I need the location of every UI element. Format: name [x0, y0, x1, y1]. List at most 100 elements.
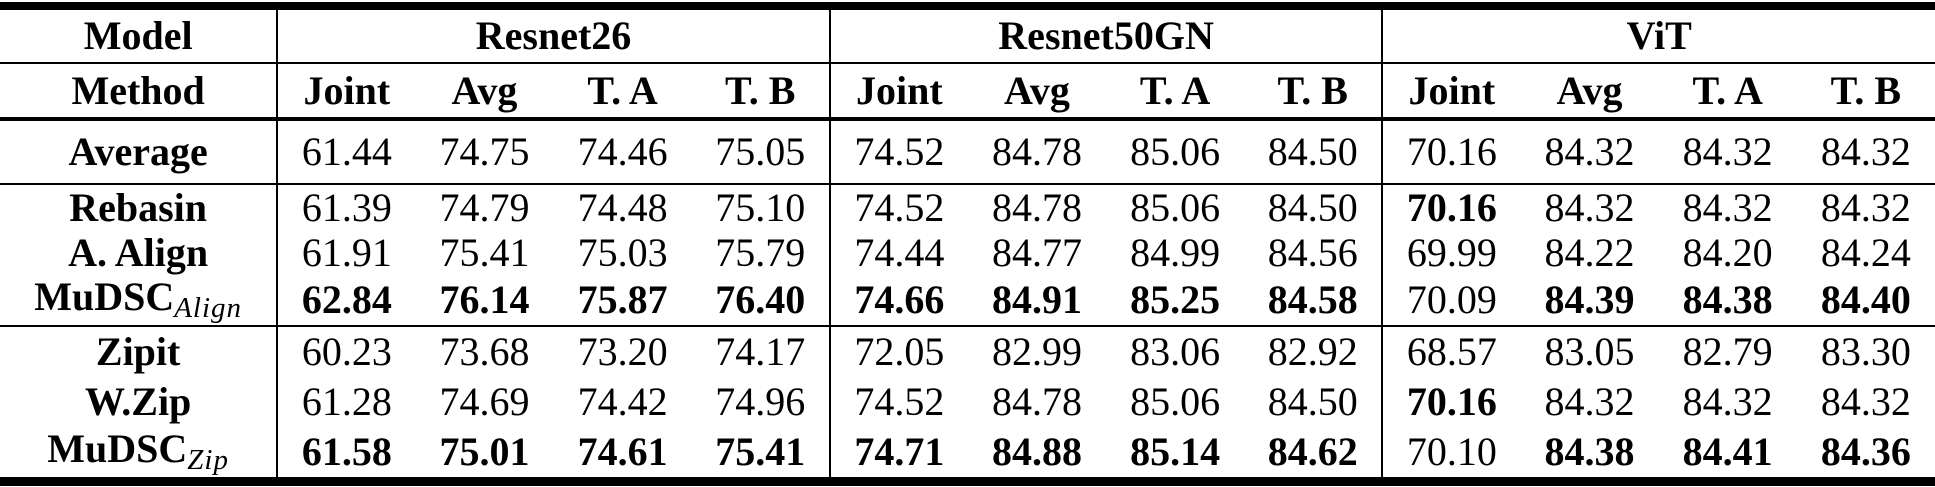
method-label: Zipit: [95, 329, 181, 374]
value-cell: 74.17: [691, 325, 830, 377]
value-cell: 69.99: [1381, 230, 1521, 275]
results-table-body: Average 61.44 74.75 74.46 75.05 74.52 84.78 85.…: [0, 119, 1935, 482]
value-cell: 85.25: [1130, 277, 1221, 322]
value-cell: 84.24: [1820, 229, 1911, 275]
value-cell: 75.87: [577, 277, 668, 322]
value-cell: 72.05: [828, 325, 968, 377]
value-cell: 73.68: [415, 325, 554, 377]
value-cell: 74.48: [553, 183, 692, 230]
value-cell: 61.58: [276, 427, 416, 482]
value-cell: 61.28: [276, 377, 416, 427]
value-cell: 74.52: [828, 377, 968, 427]
value-cell: 74.44: [828, 230, 968, 275]
value-cell: 84.38: [1682, 277, 1773, 322]
value-cell: 68.57: [1381, 325, 1521, 377]
value-cell: 84.32: [1544, 129, 1635, 174]
value-cell: 84.77: [991, 229, 1082, 275]
value-cell: 75.79: [715, 229, 806, 275]
method-cell: A. Align: [0, 230, 277, 275]
value-cell: 85.14: [1130, 429, 1221, 474]
value-cell: 74.52: [828, 183, 968, 230]
table-row: MuDSCAlign 62.84 76.14 75.87 76.40 74.66 84.91…: [0, 275, 1935, 326]
method-label: MuDSC: [34, 274, 175, 319]
value-cell: 82.99: [967, 325, 1107, 377]
value-cell: 74.79: [415, 183, 554, 230]
value-cell: 75.41: [439, 229, 530, 275]
value-cell: 84.32: [1544, 379, 1635, 424]
value-cell: 84.32: [1682, 129, 1773, 174]
model-group-resnet26: Resnet26: [276, 6, 830, 64]
col-header-task-b: T. B: [1796, 63, 1935, 121]
method-cell: W.Zip: [0, 377, 277, 427]
value-cell: 84.32: [1820, 379, 1911, 424]
value-cell: 83.30: [1796, 325, 1935, 377]
value-cell: 84.50: [1267, 129, 1358, 174]
value-cell: 74.96: [715, 379, 806, 424]
method-cell: MuDSCZip: [0, 427, 277, 482]
method-cell: Rebasin: [0, 183, 278, 230]
value-cell: 61.44: [276, 119, 416, 184]
method-cell: Average: [0, 119, 277, 184]
value-cell: 84.62: [1267, 429, 1358, 474]
model-group-vit: ViT: [1381, 6, 1935, 64]
value-cell: 61.91: [276, 230, 416, 275]
value-cell: 83.06: [1106, 325, 1245, 377]
table-row: A. Align 61.91 75.41 75.03 75.79 74.44 84.77 84…: [0, 230, 1935, 275]
value-cell: 84.91: [991, 277, 1082, 322]
value-cell: 74.75: [439, 129, 530, 174]
col-header-joint: Joint: [1381, 63, 1521, 121]
col-header-task-a: T. A: [1658, 63, 1797, 121]
value-cell: 74.66: [828, 275, 968, 326]
table-row: Average 61.44 74.75 74.46 75.05 74.52 84.78 85.…: [0, 119, 1935, 184]
method-label: A. Align: [68, 229, 209, 275]
col-header-joint: Joint: [828, 63, 968, 121]
value-cell: 70.16: [1381, 183, 1521, 230]
value-cell: 84.38: [1544, 429, 1635, 474]
value-cell: 82.79: [1658, 325, 1797, 377]
value-cell: 84.32: [1820, 129, 1911, 174]
value-cell: 61.39: [276, 183, 416, 230]
method-subscript: Align: [174, 292, 243, 324]
method-cell: Zipit: [0, 325, 278, 377]
metric-header-row: Method Joint Avg T. A T. B Joint Avg T. …: [0, 63, 1935, 121]
value-cell: 84.78: [991, 379, 1082, 424]
table-row: W.Zip 61.28 74.69 74.42 74.96 74.52 84.78 85.06…: [0, 377, 1935, 427]
value-cell: 75.05: [715, 129, 806, 174]
col-header-avg: Avg: [415, 63, 554, 121]
method-label: Average: [68, 129, 208, 174]
value-cell: 74.52: [828, 119, 968, 184]
table-row: MuDSCZip 61.58 75.01 74.61 75.41 74.71 84.88 85…: [0, 427, 1935, 482]
value-cell: 70.09: [1381, 275, 1521, 326]
value-cell: 84.32: [1796, 183, 1935, 230]
value-cell: 84.41: [1682, 429, 1773, 474]
value-cell: 83.05: [1520, 325, 1659, 377]
value-cell: 85.06: [1130, 129, 1221, 174]
value-cell: 84.99: [1130, 229, 1221, 275]
value-cell: 76.14: [439, 277, 530, 322]
value-cell: 84.58: [1267, 277, 1358, 322]
value-cell: 74.69: [439, 379, 530, 424]
corner-method-label: Method: [0, 63, 278, 121]
value-cell: 70.16: [1381, 377, 1521, 427]
value-cell: 84.78: [991, 129, 1082, 174]
corner-model-label: Model: [0, 6, 278, 64]
value-cell: 62.84: [276, 275, 416, 326]
col-header-task-b: T. B: [691, 63, 830, 121]
value-cell: 84.32: [1658, 183, 1797, 230]
value-cell: 84.22: [1544, 229, 1635, 275]
col-header-avg: Avg: [967, 63, 1107, 121]
method-label: W.Zip: [84, 379, 192, 424]
value-cell: 84.40: [1820, 277, 1911, 322]
col-header-task-b: T. B: [1244, 63, 1383, 121]
value-cell: 85.06: [1130, 379, 1221, 424]
value-cell: 75.41: [715, 429, 806, 474]
value-cell: 84.56: [1267, 229, 1358, 275]
value-cell: 74.61: [577, 429, 668, 474]
col-header-avg: Avg: [1520, 63, 1659, 121]
value-cell: 84.39: [1544, 277, 1635, 322]
value-cell: 84.88: [991, 429, 1082, 474]
value-cell: 84.32: [1682, 379, 1773, 424]
table-row: Zipit 60.23 73.68 73.20 74.17 72.05 82.99 83.06…: [0, 325, 1935, 377]
value-cell: 70.16: [1381, 119, 1521, 184]
